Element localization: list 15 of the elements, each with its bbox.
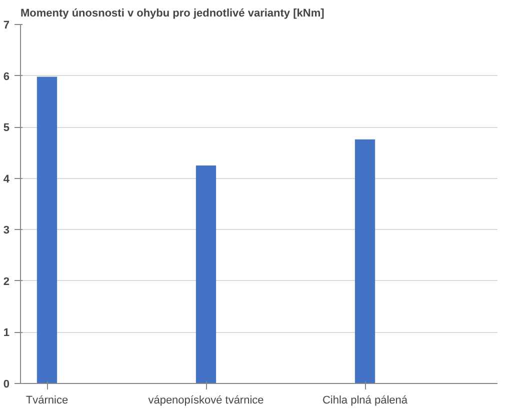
y-tick-label: 0: [3, 378, 10, 390]
y-tick-label: 5: [3, 122, 10, 134]
bar: [354, 139, 376, 384]
y-tick-label: 1: [3, 327, 10, 340]
bar: [196, 166, 216, 384]
bar: [36, 76, 58, 384]
y-tick-label: 7: [3, 20, 10, 32]
chart-title: Momenty únosnosti v ohybu pro jednotlivé varianty [kNm]: [20, 8, 325, 20]
x-tick-label: vápenopískové tvárnice: [148, 394, 264, 406]
y-tick-label: 2: [3, 276, 10, 288]
y-tick-label: 4: [3, 173, 10, 186]
y-tick-label: 6: [3, 70, 10, 83]
x-tick-label: Tvárnice: [26, 394, 68, 406]
y-tick-label: 3: [3, 224, 10, 237]
x-tick-label: Cihla plná pálená: [322, 394, 408, 406]
